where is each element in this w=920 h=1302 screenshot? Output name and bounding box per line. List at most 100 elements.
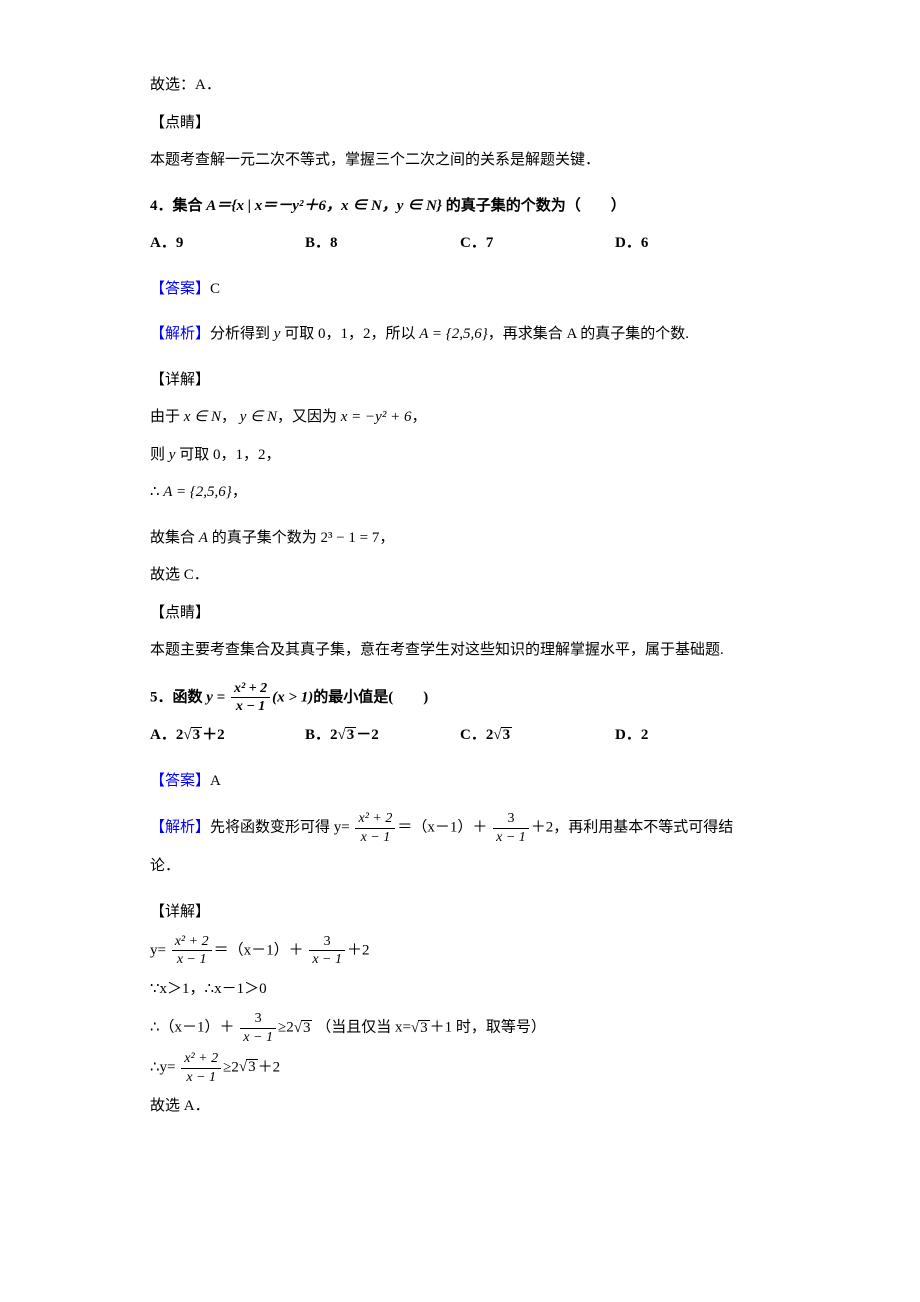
q5-stem-prefix: 5．函数 [150,689,206,705]
frac-num: 3 [240,1011,276,1028]
frac-den: x − 1 [493,829,529,845]
sqrt3-s4: 3 [246,1059,258,1075]
q5-s3-a: ∴（x－1）＋ [150,1020,235,1036]
q4-opt-c: C．7 [460,228,615,260]
q4-stem-suffix: 的真子集的个数为（ ） [442,198,626,214]
q5-s1-b: ＝（x－1）＋ [214,942,304,958]
q4-d2: 则 y 可取 0，1，2， [150,440,770,472]
frac-num: x² + 2 [172,934,212,951]
q4-d4-A: A [199,530,208,546]
q5-answer-text: A [210,773,221,789]
q4-stem-math: A＝{x | x＝－y²＋6，x ∈ N，y ∈ N} [206,198,442,214]
q4-analysis: 【解析】分析得到 y 可取 0，1，2，所以 A = {2,5,6}，再求集合 … [150,319,770,351]
sqrt-icon: 3 [239,1059,258,1075]
q5-frac-5: 3 x − 1 [309,934,345,968]
sqrt3-a: 3 [191,727,203,743]
q4-opt-b: B．8 [305,228,460,260]
q5-options: A．23＋2 B．23－2 C．23 D．2 [150,720,770,752]
q4-d4-a: 故集合 [150,530,199,546]
q5-frac-7: x² + 2 x − 1 [181,1051,221,1085]
q5-stem-suffix: 的最小值是( ) [313,689,428,705]
sqrt-icon: 3 [183,727,202,743]
frac-den: x − 1 [181,1069,221,1085]
q5-opt-c: C．23 [460,720,615,752]
frac-num: x² + 2 [355,811,395,828]
q4-d1-xeq: x = −y² + 6 [341,409,412,425]
q5-s3-d: ＋1 时，取等号） [430,1020,546,1036]
q5-y: y = [206,689,225,705]
q5-an-d: 论． [150,851,770,883]
q4-dj-label: 【点睛】 [150,598,770,630]
q5-s3-b: ≥2 [278,1020,294,1036]
q5-frac-den: x − 1 [231,698,270,714]
q5-a-post: ＋2 [202,727,225,743]
q5-cond: (x > 1) [272,689,313,705]
q5-s4-b: ≥2 [223,1059,239,1075]
q5-frac-6: 3 x − 1 [240,1011,276,1045]
q5-opt-a: A．2 3＋2 [150,720,305,752]
q5-frac-4: x² + 2 x − 1 [172,934,212,968]
q4-d3-a: ∴ [150,484,163,500]
frac-num: 3 [309,934,345,951]
q4-opt-a: A．9 [150,228,305,260]
q5-s5: 故选 A． [150,1091,770,1123]
q4-an-a: 分析得到 [210,326,274,342]
q4-d4-pow: 2³ − 1 = 7 [320,530,379,546]
q4-d1-xinN: x ∈ N [184,409,221,425]
q4-d4: 故集合 A 的真子集个数为 2³ − 1 = 7， [150,523,770,555]
answer-label: 【答案】 [150,281,210,297]
frac-num: 3 [493,811,529,828]
sqrt-icon: 3 [493,727,512,743]
sqrt3-b: 3 [345,727,357,743]
frac-num: x² + 2 [181,1051,221,1068]
sqrt-icon: 3 [411,1020,430,1036]
q5-analysis: 【解析】先将函数变形可得 y= x² + 2 x − 1 ＝（x－1）＋ 3 x… [150,811,770,845]
sqrt-icon: 3 [294,1020,313,1036]
q5-s3-c: （当且仅当 x= [316,1020,411,1036]
q5-s1: y= x² + 2 x − 1 ＝（x－1）＋ 3 x − 1 ＋2 [150,934,770,968]
q4-answer: 【答案】C [150,274,770,306]
q5-s4-c: ＋2 [258,1059,281,1075]
q4-detail-label: 【详解】 [150,365,770,397]
q5-frac-num: x² + 2 [231,681,270,698]
pretext-1: 故选：A． [150,70,770,102]
q4-d1-b: ， [221,409,236,425]
q4-stem: 4．集合 A＝{x | x＝－y²＋6，x ∈ N，y ∈ N} 的真子集的个数… [150,191,770,223]
q5-answer: 【答案】A [150,766,770,798]
q5-a-pre: A．2 [150,727,183,743]
frac-den: x − 1 [355,829,395,845]
q5-s3: ∴（x－1）＋ 3 x − 1 ≥23 （当且仅当 x=3＋1 时，取等号） [150,1011,770,1045]
page: 故选：A． 【点睛】 本题考查解一元二次不等式，掌握三个二次之间的关系是解题关键… [0,0,920,1302]
q4-d2-b: 可取 0，1，2， [175,447,280,463]
q5-s4: ∴y= x² + 2 x − 1 ≥2 3＋2 [150,1051,770,1085]
q5-an-c: ＋2，再利用基本不等式可得结 [531,820,734,836]
q4-options: A．9 B．8 C．7 D．6 [150,228,770,260]
q5-an-b: ＝（x－1）＋ [397,820,487,836]
sqrt-icon: 3 [338,727,357,743]
frac-den: x − 1 [309,951,345,967]
q5-c-pre: C．2 [460,727,493,743]
q5-detail-label: 【详解】 [150,897,770,929]
q4-dj: 本题主要考查集合及其真子集，意在考查学生对这些知识的理解掌握水平，属于基础题. [150,635,770,667]
q4-d1-d: ， [411,409,426,425]
q4-stem-prefix: 4．集合 [150,198,206,214]
q4-an-c: ，再求集合 A 的真子集的个数. [488,326,689,342]
q5-opt-d: D．2 [615,720,770,752]
q4-an-set: A = {2,5,6} [419,326,488,342]
pretext-2: 【点睛】 [150,108,770,140]
q5-s1-c: ＋2 [347,942,370,958]
sqrt3-s3a: 3 [301,1020,313,1036]
q4-d1-c: ，又因为 [277,409,341,425]
q4-d4-c: ， [379,530,394,546]
q4-d3: ∴ A = {2,5,6}， [150,477,770,509]
sqrt3-s3b: 3 [418,1020,430,1036]
q5-s4-a: ∴y= [150,1059,176,1075]
q4-opt-d: D．6 [615,228,770,260]
q4-d2-a: 则 [150,447,169,463]
frac-den: x − 1 [172,951,212,967]
q5-stem: 5．函数 y = x² + 2 x − 1 (x > 1)的最小值是( ) [150,681,770,715]
q4-d3-b: ， [232,484,247,500]
q5-s2: ∵x＞1，∴x－1＞0 [150,974,770,1006]
q5-frac-1: x² + 2 x − 1 [231,681,270,715]
q5-opt-b: B．23－2 [305,720,460,752]
